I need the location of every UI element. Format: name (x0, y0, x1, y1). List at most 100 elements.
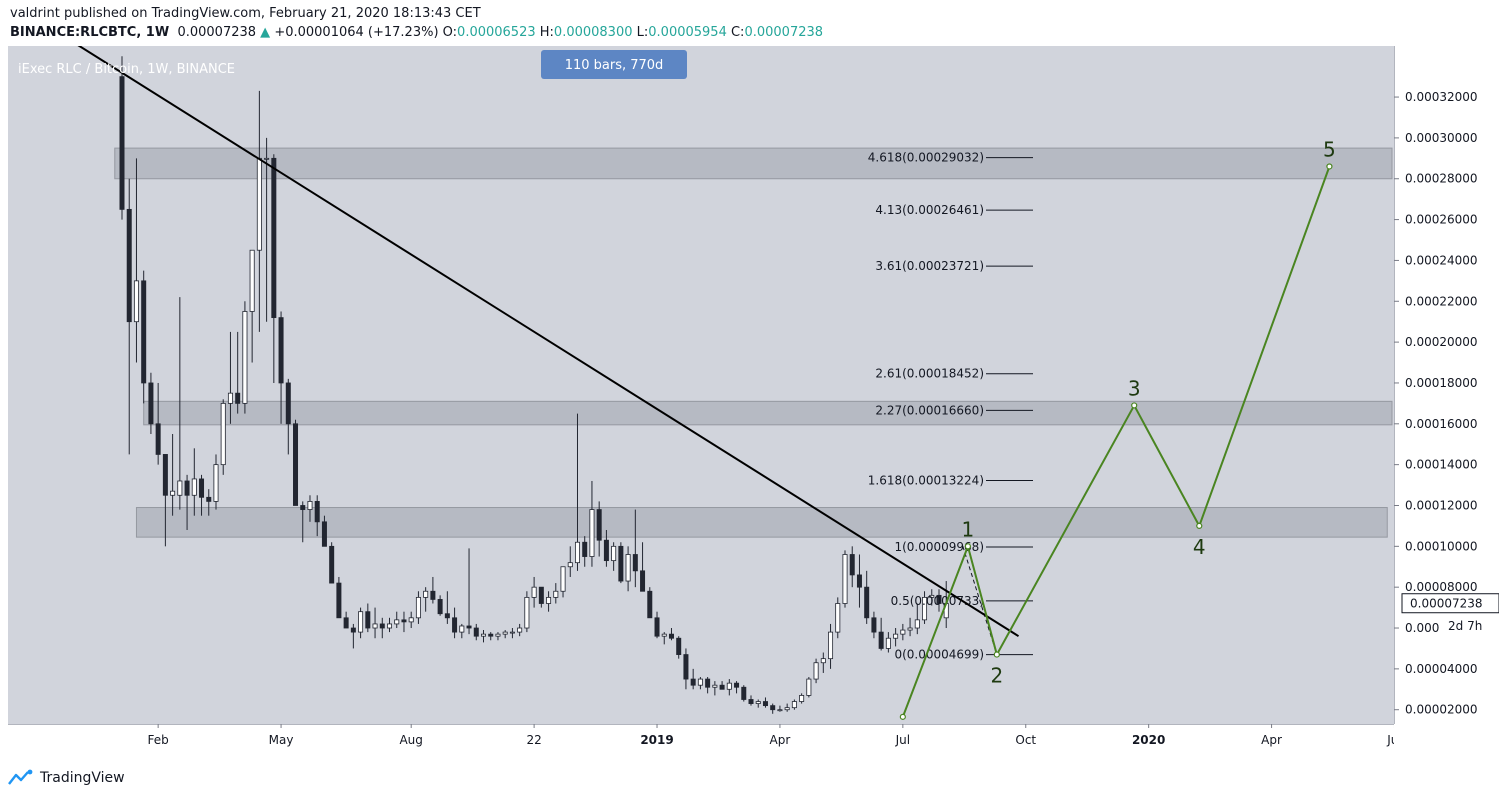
candle (184, 474, 190, 530)
fib-level-label: 0(0.00004699) (894, 648, 984, 662)
candle-body (640, 570, 646, 592)
resistance-zone-1 (114, 147, 1393, 180)
fib-level-label: 1.618(0.00013224) (868, 473, 984, 487)
candle (249, 249, 255, 363)
up-arrow-icon: ▲ (260, 25, 271, 40)
price-tick-label: 0.00024000 (1405, 253, 1478, 267)
candle (119, 56, 125, 220)
candle (148, 372, 154, 435)
price-chart[interactable]: 4.618(0.00029032) 4.13(0.00026461) 3.61(0.… (8, 40, 1499, 758)
candle-body (878, 631, 884, 649)
price-tick-label: 0.00016000 (1405, 417, 1478, 431)
candle-body (936, 594, 942, 604)
candle-body (697, 678, 703, 686)
candle (408, 611, 414, 629)
wave-point (1326, 163, 1333, 170)
candle (133, 158, 139, 363)
change-text: +0.00001064 (+17.23%) (274, 25, 439, 40)
wave-point (1196, 522, 1203, 530)
candle (741, 685, 747, 702)
price-axis[interactable]: 0.000020000.000040000.0000.000080000.000… (1394, 46, 1499, 758)
candle-body (676, 637, 682, 655)
price-tick-label: 0.00030000 (1405, 131, 1478, 145)
candle-body (415, 596, 421, 619)
chart-area[interactable]: 4.618(0.00029032) 4.13(0.00026461) 3.61(0.… (8, 40, 1499, 758)
time-tick-label: Aug (399, 733, 422, 747)
candle (401, 611, 407, 633)
candle (683, 648, 689, 690)
candle-body (379, 623, 385, 629)
candle (220, 399, 226, 475)
price-tick-label: 0.00032000 (1405, 90, 1478, 104)
countdown-label: 2d 7h (1448, 619, 1482, 633)
candle-body (820, 658, 826, 664)
candle-body (842, 554, 848, 604)
candle-body (444, 613, 450, 619)
candle (495, 632, 501, 641)
candle-body (466, 625, 472, 629)
candle (509, 628, 515, 639)
candle-body (293, 423, 299, 506)
price-tick-label: 0.00004000 (1405, 662, 1478, 676)
candle-body (705, 678, 711, 688)
candle (625, 546, 631, 592)
price-tick-label: 0.00018000 (1405, 376, 1478, 390)
candle (285, 378, 291, 455)
candle (271, 154, 277, 383)
time-tick-label: Jul (895, 733, 910, 747)
candle-body (596, 509, 602, 541)
candle-body (538, 586, 544, 604)
candle-body (835, 603, 841, 633)
candle-body (618, 545, 624, 582)
candle-body (625, 554, 631, 582)
candle (661, 632, 667, 645)
candle-body (546, 596, 552, 604)
candle-body (900, 629, 906, 635)
close-label: C: (730, 25, 745, 40)
candle (553, 583, 559, 604)
candle (799, 693, 805, 704)
time-tick-label: 22 (526, 733, 541, 747)
candle (582, 536, 588, 567)
candle-body (264, 157, 270, 160)
fib-level-label: 4.618(0.00029032) (868, 151, 984, 165)
candle-body (372, 623, 378, 629)
candle-body (567, 562, 573, 568)
candle (719, 681, 725, 690)
candle-body (437, 599, 443, 615)
candle-body (885, 637, 891, 649)
candle-body (893, 633, 899, 639)
candle-body (560, 566, 566, 592)
candle (524, 591, 530, 633)
close-value: 0.00007238 (744, 25, 824, 40)
measure-tag-bg (541, 50, 687, 79)
candle-body (914, 619, 920, 629)
candle (415, 591, 421, 624)
candle-body (828, 631, 834, 660)
fib-level-label: 4.13(0.00026461) (875, 203, 984, 217)
candle-body (401, 619, 407, 623)
candle (697, 677, 703, 690)
candle (329, 542, 335, 584)
candle (755, 699, 761, 708)
candle-body (206, 496, 212, 502)
candle-body (271, 157, 277, 319)
candle-body (553, 590, 559, 598)
candle (820, 652, 826, 673)
price-tick-label: 0.00012000 (1405, 498, 1478, 512)
candle (907, 617, 913, 637)
candle-body (574, 541, 580, 564)
time-axis[interactable]: FebMayAug222019AprJulOct2020AprJul (8, 724, 1499, 758)
candle (379, 617, 385, 639)
candle (300, 501, 306, 543)
candle (531, 576, 537, 608)
candle-body (929, 594, 935, 598)
candle (387, 617, 393, 633)
candle-body (864, 586, 870, 619)
time-tick-label: Feb (148, 733, 169, 747)
candle (444, 591, 450, 624)
candle (864, 570, 870, 624)
candle-body (133, 280, 139, 323)
wave-label-3: 3 (1128, 376, 1141, 400)
wave-point (964, 543, 972, 550)
